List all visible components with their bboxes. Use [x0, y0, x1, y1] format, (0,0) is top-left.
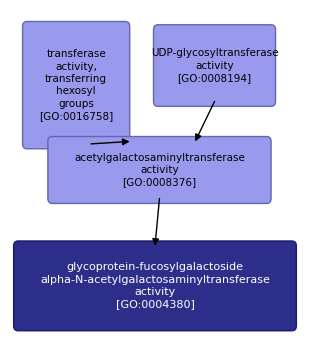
- Text: glycoprotein-fucosylgalactoside
alpha-N-acetylgalactosaminyltransferase
activity: glycoprotein-fucosylgalactoside alpha-N-…: [40, 262, 270, 309]
- FancyBboxPatch shape: [14, 241, 296, 331]
- FancyBboxPatch shape: [23, 21, 130, 149]
- FancyBboxPatch shape: [153, 25, 276, 106]
- FancyBboxPatch shape: [48, 137, 271, 203]
- Text: acetylgalactosaminyltransferase
activity
[GO:0008376]: acetylgalactosaminyltransferase activity…: [74, 153, 245, 187]
- Text: transferase
activity,
transferring
hexosyl
groups
[GO:0016758]: transferase activity, transferring hexos…: [39, 49, 113, 121]
- Text: UDP-glycosyltransferase
activity
[GO:0008194]: UDP-glycosyltransferase activity [GO:000…: [151, 48, 278, 83]
